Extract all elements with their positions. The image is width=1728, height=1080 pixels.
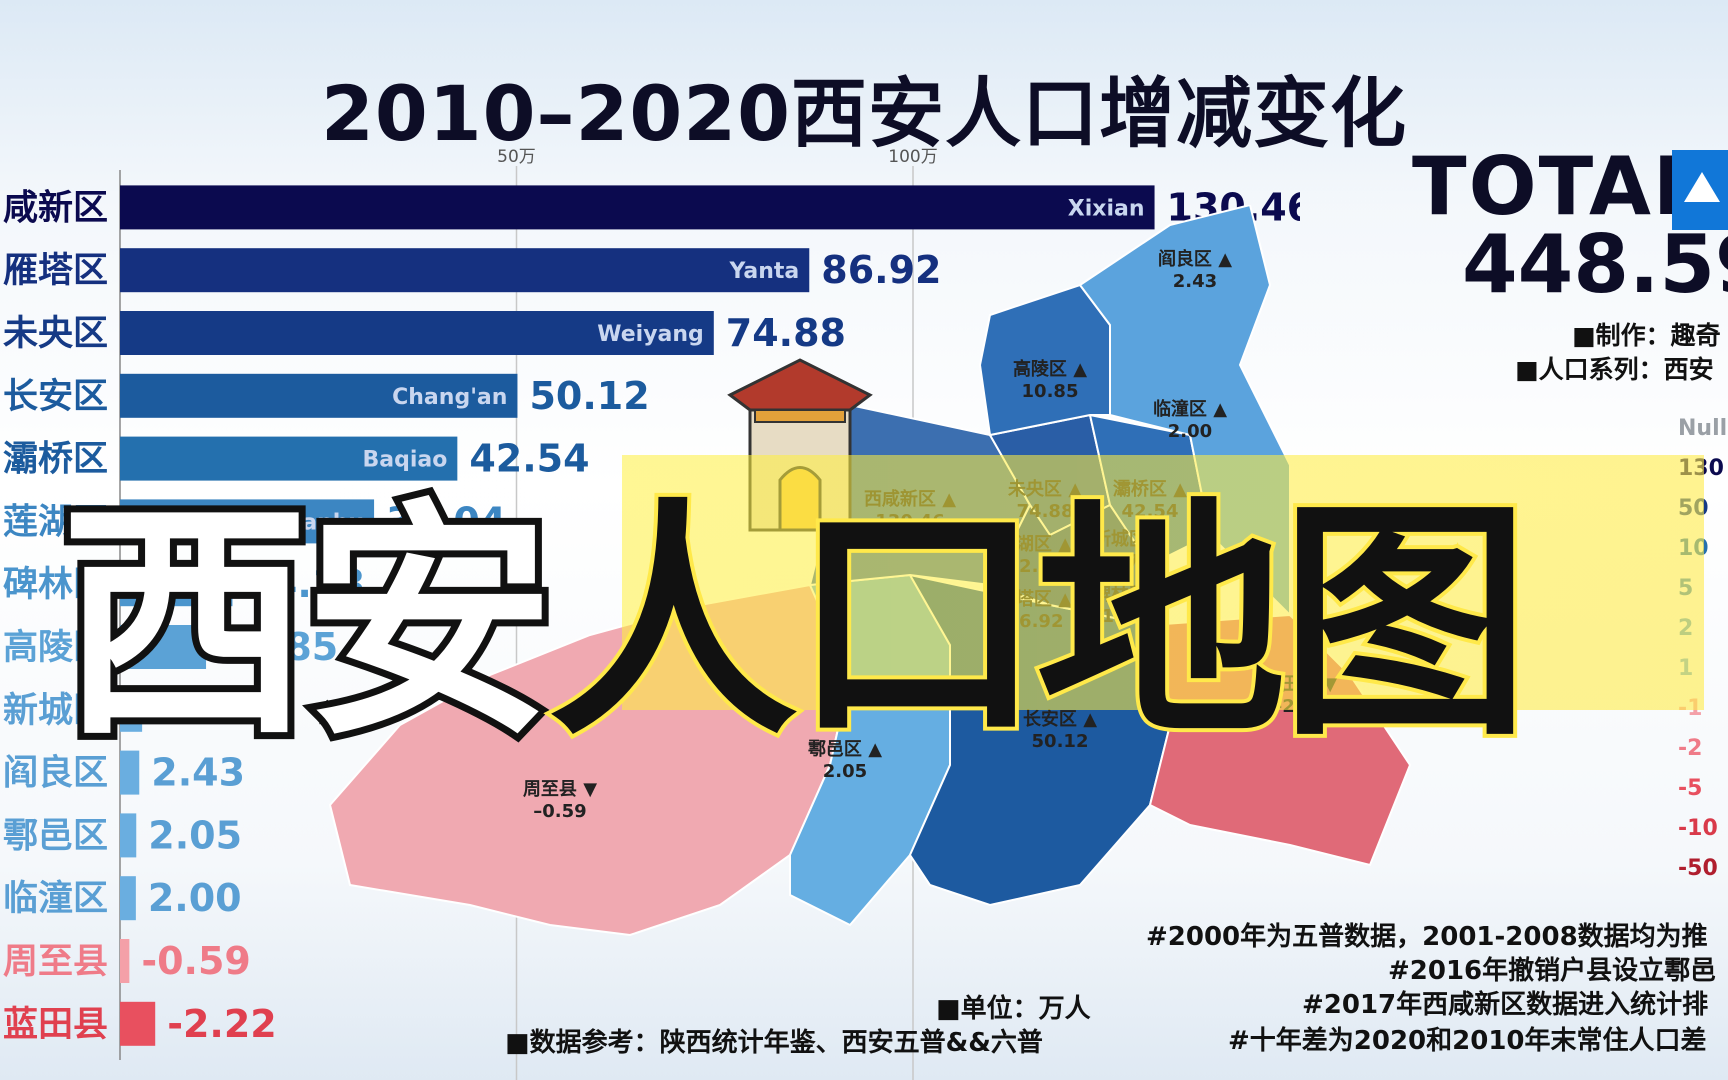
legend-item: Null <box>1678 416 1728 441</box>
value-label: 10.85 <box>218 625 338 669</box>
category-label: 碑林区 <box>3 565 108 605</box>
value-label: 74.88 <box>726 311 846 355</box>
bar-12 <box>120 939 130 983</box>
map-region-label: 高陵区 ▲ <box>1013 358 1087 380</box>
category-label: 周至县 <box>3 942 108 982</box>
map-region-label: 长安区 ▲ <box>1023 708 1097 730</box>
value-label: 2.00 <box>148 876 242 920</box>
bar-inner-label: Chang'an <box>392 385 507 410</box>
maker-line: ■制作：趣奇 <box>1572 321 1721 350</box>
category-label: 咸新区 <box>3 188 108 228</box>
note-line-4: #十年差为2020和2010年末常住人口差 <box>1228 1026 1707 1056</box>
bar-2 <box>120 311 714 355</box>
map-region-label: 阎良区 ▲ <box>1158 248 1232 270</box>
category-label: 灞桥区 <box>3 440 108 480</box>
bar-inner-label: Lianhu <box>281 510 364 535</box>
bar-1 <box>120 248 810 293</box>
map-region-label: 鄠邑区 ▲ <box>808 739 882 760</box>
overlay-title: 西安人口地图 <box>53 420 1534 782</box>
value-label: 42.54 <box>469 437 589 481</box>
note-line-1: #2000年为五普数据，2001-2008数据均为推 <box>1146 922 1708 952</box>
bar-8 <box>120 687 143 732</box>
value-label: 50.12 <box>529 374 649 418</box>
series-line: ■人口系列：西安 <box>1515 355 1714 384</box>
chart-title: 2010–2020西安人口增减变化 <box>320 69 1408 158</box>
legend-item: -10 <box>1678 816 1718 841</box>
bar-11 <box>120 876 136 921</box>
value-label: 2.43 <box>151 751 245 795</box>
category-label: 蓝田县 <box>3 1005 108 1045</box>
value-label: 32.04 <box>386 499 506 543</box>
value-label: 86.92 <box>821 248 941 292</box>
value-label: -2.22 <box>167 1002 277 1046</box>
x-tick-label: 50万 <box>497 147 536 167</box>
category-label: 新城区 <box>3 691 108 731</box>
map-region-label: 周至县 ▼ <box>523 779 597 800</box>
overlay-highlight-band <box>622 455 1704 710</box>
source-label: ■数据参考：陕西统计年鉴、西安五普&&六普 <box>505 1028 1043 1058</box>
total-up-icon <box>1672 150 1728 230</box>
bar-0 <box>120 185 1155 230</box>
bar-inner-label: Xixian <box>1068 196 1145 221</box>
category-label: 高陵区 <box>3 628 108 668</box>
overlay-title-black: 人口地图 <box>544 474 1534 773</box>
category-label: 鄠邑区 <box>3 816 108 856</box>
category-label: 雁塔区 <box>3 251 108 291</box>
map-region-value: 2.05 <box>823 761 867 782</box>
note-line-3: #2017年西咸新区数据进入统计排 <box>1302 990 1709 1020</box>
category-label: 临潼区 <box>3 879 108 919</box>
bar-6 <box>120 562 233 607</box>
map-region-label: 临潼区 ▲ <box>1153 398 1227 420</box>
value-label: 14.18 <box>244 562 364 606</box>
bar-9 <box>120 750 140 795</box>
value-label: 2.05 <box>148 813 242 857</box>
total-value: 448.59 <box>1462 218 1728 311</box>
category-label: 阎良区 <box>3 754 108 794</box>
value-label: -0.59 <box>141 939 251 983</box>
bar-3 <box>120 373 518 418</box>
map-region-value: 2.43 <box>1173 271 1217 292</box>
bar-inner-label: Yanta <box>728 259 799 284</box>
bar-7 <box>120 625 207 669</box>
map-region-value: 2.00 <box>1168 421 1212 442</box>
map-region-value: 50.12 <box>1032 731 1089 752</box>
total-label: TOTAL <box>1412 140 1706 233</box>
legend-item: -2 <box>1678 736 1703 761</box>
bar-5 <box>120 499 375 544</box>
legend-item: -50 <box>1678 856 1718 881</box>
unit-label: ■单位：万人 <box>936 994 1091 1024</box>
category-label: 未央区 <box>3 314 108 354</box>
bar-4 <box>120 436 458 481</box>
note-line-2: #2016年撤销户县设立鄠邑 <box>1388 956 1717 986</box>
bar-inner-label: Baqiao <box>362 448 447 473</box>
overlay-title-white: 西安 <box>53 471 561 776</box>
map-region-value: –0.59 <box>533 801 586 822</box>
category-label: 莲湖区 <box>3 502 108 542</box>
value-label: 2.79 <box>154 688 248 732</box>
legend-item: -5 <box>1678 776 1703 801</box>
bar-10 <box>120 813 137 858</box>
map-region-value: 10.85 <box>1022 381 1079 402</box>
category-label: 长安区 <box>3 377 108 417</box>
bar-inner-label: Weiyang <box>597 322 704 347</box>
x-tick-label: 100万 <box>888 147 937 167</box>
bar-13 <box>120 1001 156 1046</box>
